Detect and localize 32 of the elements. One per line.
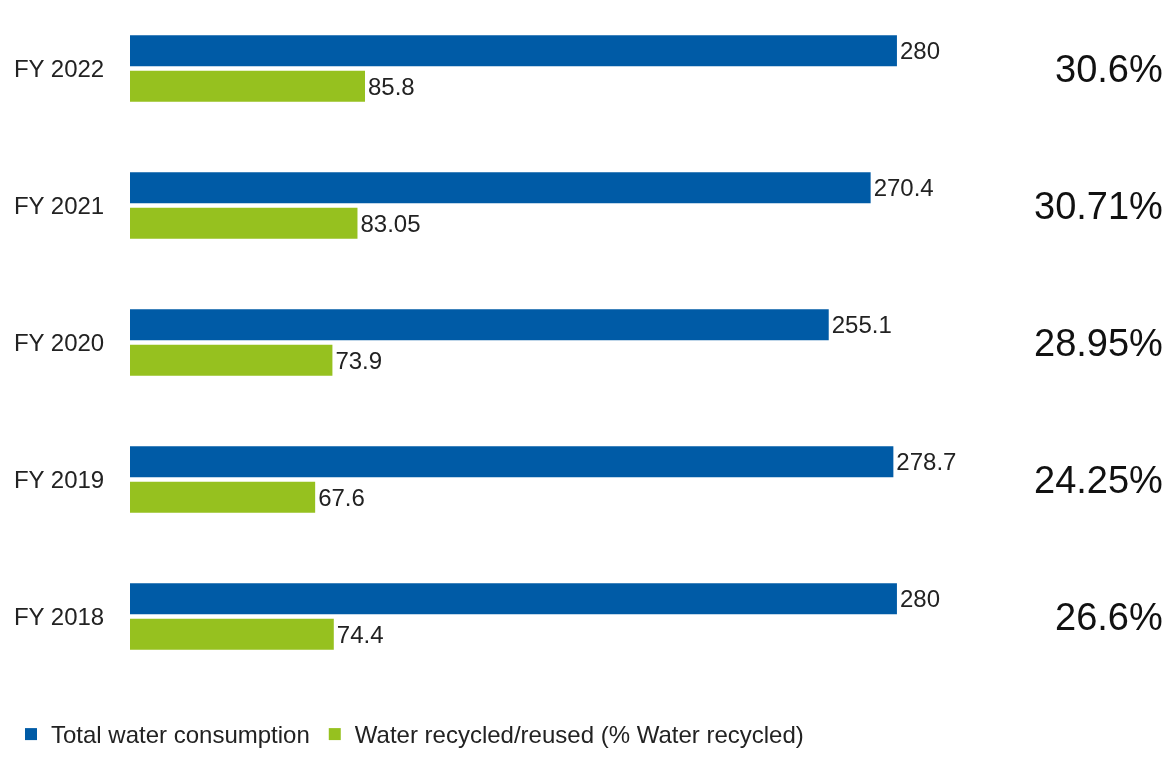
y-tick-label: FY 2022: [13, 54, 105, 82]
bar: [130, 446, 894, 478]
text: 28.95%: [1034, 322, 1163, 364]
data-label: 67.6: [318, 483, 365, 511]
data-label: 280: [899, 585, 940, 613]
y-tick-label: FY 2021: [13, 191, 105, 219]
data-label: 280: [899, 37, 940, 65]
text: 24.25%: [1034, 459, 1163, 501]
bar: [130, 172, 871, 204]
y-tick-label: FY 2019: [13, 465, 105, 493]
bar: [130, 618, 334, 650]
bar: [130, 344, 333, 376]
y-tick-label: FY 2018: [13, 602, 105, 630]
y-tick-label: FY 2020: [13, 328, 105, 356]
bar: [130, 207, 358, 239]
text: 26.6%: [1055, 596, 1163, 638]
text: 30.71%: [1034, 185, 1163, 227]
legend-label: Water recycled/reused (% Water recycled): [354, 721, 804, 749]
bar: [130, 35, 897, 67]
data-label: 85.8: [368, 72, 415, 100]
bar: [130, 481, 316, 513]
legend-label: Total water consumption: [50, 721, 310, 749]
bar: [130, 309, 829, 341]
data-label: 83.05: [360, 209, 421, 237]
data-label: 255.1: [831, 311, 892, 339]
text: 30.6%: [1055, 48, 1163, 90]
data-label: 73.9: [335, 346, 383, 374]
data-label: 270.4: [873, 174, 934, 202]
bar: [130, 583, 897, 615]
data-label: 278.7: [896, 448, 957, 476]
bar: [130, 70, 366, 102]
data-label: 74.4: [336, 620, 384, 648]
